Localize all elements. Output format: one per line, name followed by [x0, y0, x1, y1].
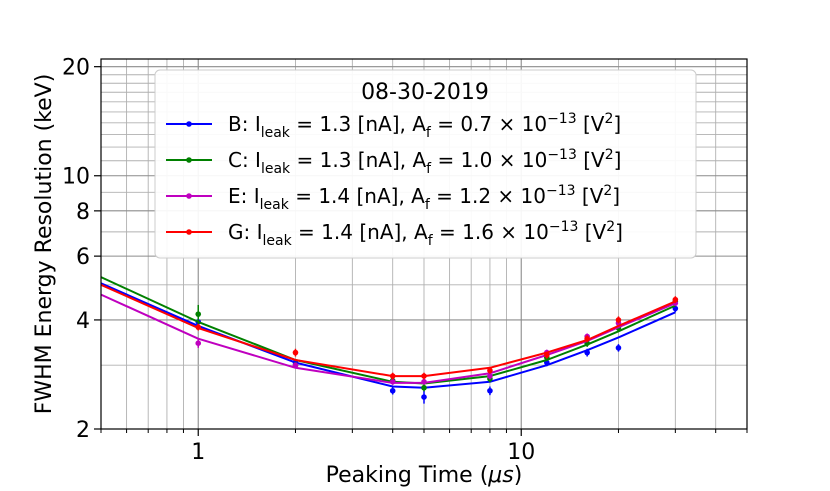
- x-tick-label: 1: [191, 440, 205, 465]
- y-tick-label: 6: [76, 245, 90, 270]
- legend-entry-G: G: Ileak = 1.4 [nA], Af = 1.6 × 10−13 [V…: [166, 219, 623, 249]
- series-E-point: [389, 378, 396, 385]
- series-G-line: [100, 283, 676, 378]
- series-B-point: [584, 349, 590, 356]
- ticks: 1 10 2 4 6 8 10 20: [62, 56, 748, 465]
- legend-swatch-marker: [186, 193, 192, 199]
- legend-swatch-marker: [186, 229, 192, 235]
- y-tick-label: 20: [62, 56, 90, 81]
- y-tick-label: 2: [76, 418, 90, 443]
- series-E-point: [487, 373, 493, 379]
- x-tick-label: 10: [507, 440, 535, 465]
- series-E-line: [100, 293, 676, 384]
- series-B-point: [389, 387, 396, 394]
- series-layer: [100, 276, 679, 404]
- legend-title: 08-30-2019: [361, 80, 489, 105]
- series-G-point: [389, 373, 396, 379]
- legend-entry-C: C: Ileak = 1.3 [nA], Af = 1.0 × 10−13 [V…: [166, 147, 621, 177]
- x-axis-unit: μs: [487, 463, 513, 488]
- series-C-point: [195, 311, 202, 317]
- series-B-point: [487, 387, 493, 394]
- y-axis-label: FWHM Energy Resolution (keV): [32, 74, 57, 415]
- legend-entry-E: E: Ileak = 1.4 [nA], Af = 1.2 × 10−13 [V…: [166, 183, 620, 213]
- legend-entries: B: Ileak = 1.3 [nA], Af = 0.7 × 10−13 [V…: [166, 111, 623, 249]
- series-G-point: [584, 335, 590, 342]
- series-G-point: [544, 352, 550, 358]
- series-C-line: [100, 276, 676, 385]
- legend-entry-B: B: Ileak = 1.3 [nA], Af = 0.7 × 10−13 [V…: [166, 111, 621, 141]
- legend-label: C: Ileak = 1.3 [nA], Af = 1.0 × 10−13 [V…: [228, 147, 621, 177]
- series-G-point: [195, 324, 202, 330]
- legend-label: E: Ileak = 1.4 [nA], Af = 1.2 × 10−13 [V…: [228, 183, 620, 213]
- series-B-point: [421, 394, 427, 400]
- series-G-point: [672, 296, 679, 303]
- series-C-point: [421, 384, 427, 391]
- series-G-point: [487, 367, 493, 374]
- x-axis-label: Peaking Time (μs): [326, 463, 523, 488]
- series-G: [100, 283, 679, 380]
- series-G-point: [615, 317, 622, 323]
- series-G-point: [421, 373, 427, 379]
- series-E-point: [421, 378, 427, 385]
- legend-swatch-marker: [186, 121, 192, 127]
- y-tick-label: 10: [62, 165, 90, 190]
- legend-swatch-marker: [186, 157, 192, 163]
- series-G-point: [292, 349, 299, 356]
- legend-label: B: Ileak = 1.3 [nA], Af = 0.7 × 10−13 [V…: [228, 111, 621, 141]
- series-E-point: [292, 362, 299, 368]
- y-tick-label: 4: [76, 309, 90, 334]
- legend-label: G: Ileak = 1.4 [nA], Af = 1.6 × 10−13 [V…: [228, 219, 623, 249]
- series-E-point: [195, 340, 202, 347]
- legend: 08-30-2019 B: Ileak = 1.3 [nA], Af = 0.7…: [154, 69, 697, 259]
- y-tick-label: 8: [76, 200, 90, 225]
- series-B-point: [615, 345, 622, 351]
- legend-box: [154, 69, 697, 259]
